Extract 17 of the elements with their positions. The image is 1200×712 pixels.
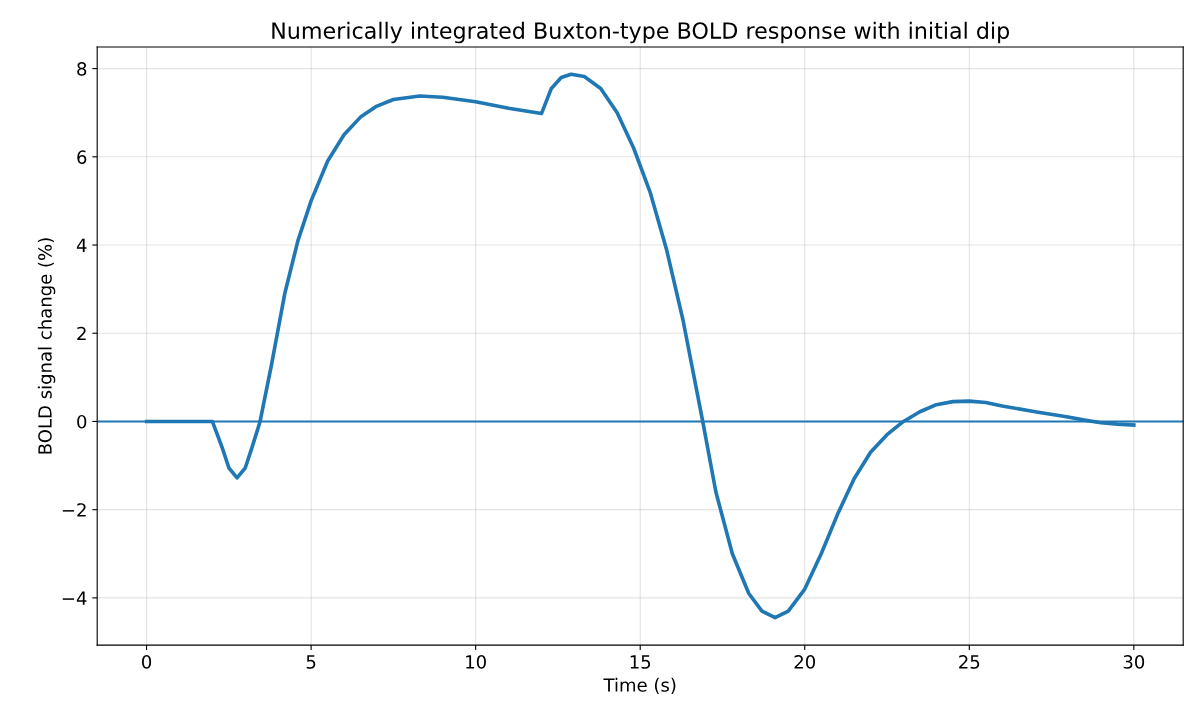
chart-title: Numerically integrated Buxton-type BOLD response with initial dip <box>272 21 1010 44</box>
y-tick-label: 6 <box>77 150 87 164</box>
y-tick-label: 4 <box>76 238 87 252</box>
y-axis-title: BOLD signal change (%) <box>37 238 56 454</box>
y-tick-label: 2 <box>77 326 86 341</box>
x-axis-title: Time (s) <box>603 677 676 694</box>
x-tick-label: 15 <box>630 655 651 669</box>
x-tick-label: 20 <box>794 655 816 669</box>
x-tick-label: 30 <box>1123 655 1145 669</box>
x-tick-label: 25 <box>959 655 980 669</box>
x-tick-label: 10 <box>466 655 486 669</box>
y-tick-label: 8 <box>77 62 87 76</box>
y-tick-label: 0 <box>77 414 87 429</box>
x-tick-label: 0 <box>142 655 152 669</box>
x-tick-label: 5 <box>306 655 316 669</box>
y-tick-label: −2 <box>62 503 86 517</box>
y-tick-label: −4 <box>62 591 87 605</box>
